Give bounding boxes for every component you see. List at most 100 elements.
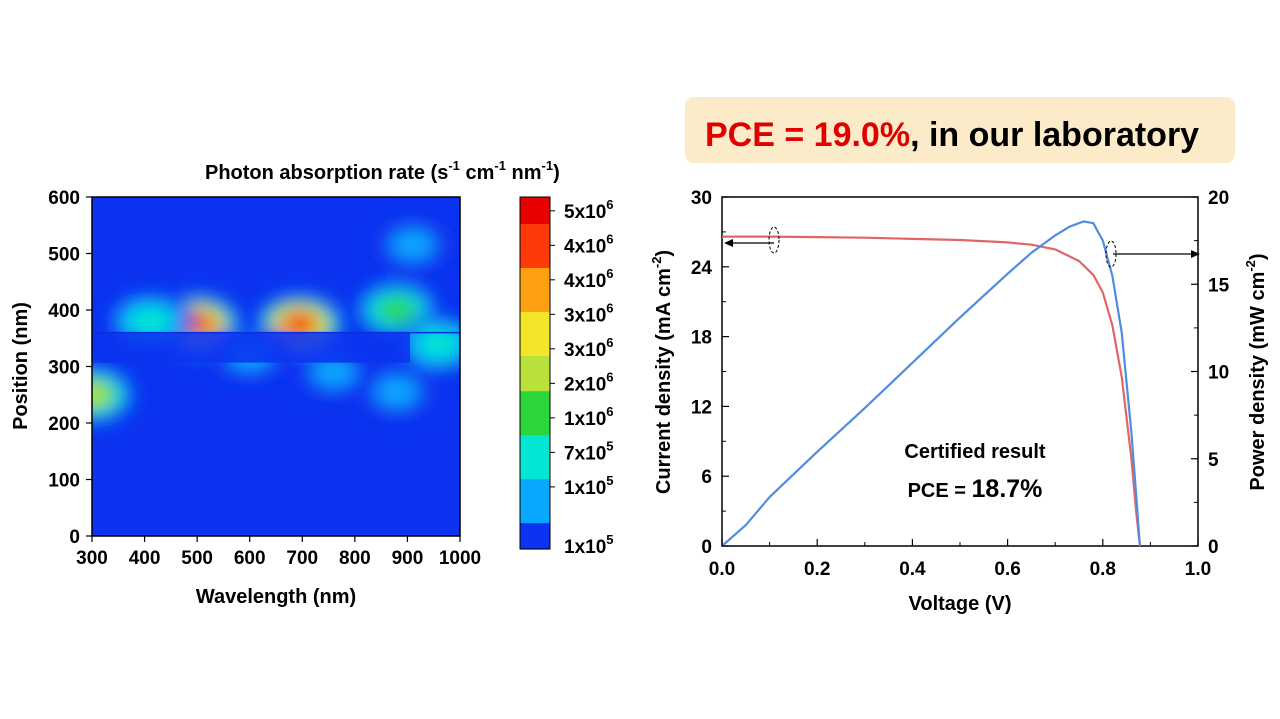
heatmap-x-tick-label-4: 700 (286, 548, 318, 569)
colorbar-segment-12 (520, 434, 550, 444)
heatmap-hotspot-9-ring-2 (311, 357, 357, 388)
jv-x-tick-label-3: 0.6 (994, 559, 1020, 580)
jv-left-tick-label-2: 12 (691, 397, 712, 418)
jv-left-tick-label-5: 30 (691, 188, 712, 209)
colorbar: 5x1064x1064x1063x1063x1062x1061x1067x105… (519, 196, 614, 558)
colorbar-label-mantissa-2: 4x10 (564, 271, 606, 292)
jv-right-y-label: Power density (mW cm-2) (1243, 253, 1269, 490)
colorbar-label-exponent-1: 6 (606, 231, 613, 246)
jv-left-y-label: Current density (mA cm-2) (649, 250, 675, 494)
heatmap-hotspot-6-ring-2 (416, 328, 460, 360)
colorbar-label-exponent-0: 6 (606, 197, 613, 212)
colorbar-label-min-exponent: 5 (606, 532, 613, 547)
colorbar-segment-17 (520, 390, 550, 400)
colorbar-segment-19 (520, 373, 550, 383)
heatmap-y-tick-label-1: 100 (48, 471, 80, 492)
heatmap-title-sup2: -1 (494, 158, 506, 173)
heatmap-hotspot-4-ring-3 (378, 297, 416, 323)
colorbar-label-1: 4x106 (564, 231, 614, 257)
heatmap-chart: 300 400 500 600 700 800 900 1000 0 100 200 300 400 5… (10, 158, 614, 608)
jv-right-tick-label-2: 10 (1208, 363, 1229, 384)
certified-pce-prefix: PCE = (908, 480, 972, 502)
colorbar-label-exponent-8: 5 (606, 473, 613, 488)
current-density-curve (722, 235, 1141, 547)
colorbar-label-3: 3x106 (564, 300, 614, 326)
colorbar-segment-10 (520, 452, 550, 462)
heatmap-title-nm: nm (506, 162, 542, 184)
colorbar-label-mantissa-1: 4x10 (564, 236, 606, 257)
colorbar-segment-6 (520, 487, 550, 497)
colorbar-segment-31 (520, 267, 550, 277)
heatmap-interface-shadow (92, 332, 410, 363)
colorbar-segment-39 (520, 197, 550, 207)
colorbar-segment-15 (520, 408, 550, 418)
colorbar-label-mantissa-4: 3x10 (564, 340, 606, 361)
heatmap-title-sup3: -1 (542, 158, 554, 173)
heatmap-x-tick-label-0: 300 (76, 548, 108, 569)
colorbar-label-6: 1x106 (564, 404, 614, 430)
jv-left-tick-label-1: 6 (701, 467, 712, 488)
colorbar-segment-18 (520, 381, 550, 392)
heatmap-x-tick-label-7: 1000 (439, 548, 481, 569)
colorbar-label-exponent-3: 6 (606, 300, 613, 315)
colorbar-segment-36 (520, 223, 550, 233)
colorbar-label-0: 5x106 (564, 197, 614, 223)
jv-x-tick-label-1: 0.2 (804, 559, 830, 580)
colorbar-segment-35 (520, 232, 550, 242)
colorbar-segment-13 (520, 425, 550, 436)
banner-text: PCE = 19.0%, in our laboratory (705, 116, 1199, 154)
jv-x-tick-label-0: 0.0 (709, 559, 735, 580)
colorbar-segment-29 (520, 285, 550, 295)
heatmap-y-label: Position (nm) (10, 302, 32, 430)
banner-pce-highlight: PCE = 19.0% (705, 116, 910, 154)
heatmap-hotspot-2-ring-8 (287, 316, 312, 333)
jv-left-y-label-sup: -2 (649, 257, 664, 269)
jv-chart: 0.0 0.2 0.4 0.6 0.8 1.0 0 6 12 18 24 30 0 5 10 15 20 V… (649, 188, 1269, 615)
colorbar-segment-24 (520, 329, 550, 339)
colorbar-label-2: 4x106 (564, 266, 614, 292)
heatmap-x-tick-label-5: 800 (339, 548, 371, 569)
colorbar-segment-33 (520, 249, 550, 260)
colorbar-segment-0 (520, 540, 550, 550)
certified-pce-value: 18.7% (972, 475, 1043, 503)
colorbar-label-mantissa-3: 3x10 (564, 305, 606, 326)
colorbar-label-5: 2x106 (564, 369, 614, 395)
heatmap-y-tick-label-0: 0 (69, 527, 80, 548)
heatmap-x-tick-label-2: 500 (181, 548, 213, 569)
banner-box (685, 97, 1235, 163)
heatmap-title-main: Photon absorption rate ( (205, 162, 438, 184)
colorbar-segment-28 (520, 293, 550, 304)
jv-left-tick-label-4: 24 (691, 258, 713, 279)
colorbar-segment-20 (520, 364, 550, 374)
colorbar-segment-37 (520, 214, 550, 224)
colorbar-segment-11 (520, 443, 550, 453)
current-curve-marker-ellipse (768, 226, 780, 254)
colorbar-segment-1 (520, 531, 550, 541)
colorbar-label-mantissa-8: 1x10 (564, 478, 606, 499)
jv-right-y-label-text: Power density (mW cm (1247, 272, 1269, 491)
colorbar-segment-7 (520, 478, 550, 488)
colorbar-segment-22 (520, 346, 550, 356)
colorbar-segment-34 (520, 241, 550, 251)
colorbar-segment-27 (520, 302, 550, 312)
colorbar-segment-8 (520, 469, 550, 480)
colorbar-label-exponent-6: 6 (606, 404, 613, 419)
jv-left-y-label-close: ) (653, 250, 675, 257)
right-axis-indicator (1105, 240, 1200, 268)
colorbar-segment-3 (520, 513, 550, 524)
colorbar-label-7: 7x105 (564, 438, 614, 464)
heatmap-y-tick-label-4: 400 (48, 301, 80, 322)
heatmap-title-cm: cm (460, 162, 494, 184)
colorbar-segment-16 (520, 399, 550, 409)
jv-left-y-label-text: Current density (mA cm (653, 268, 675, 494)
jv-right-tick-label-1: 5 (1208, 450, 1219, 471)
jv-right-tick-label-3: 15 (1208, 275, 1230, 296)
colorbar-segment-23 (520, 337, 550, 348)
colorbar-label-8: 1x105 (564, 473, 614, 499)
heatmap-hotspot-3-ring-2 (127, 306, 173, 337)
left-arrow-head (724, 239, 733, 247)
banner-rest: , in our laboratory (910, 116, 1199, 154)
colorbar-label-exponent-7: 5 (606, 438, 613, 453)
jv-right-y-label-sup: -2 (1243, 260, 1258, 272)
heatmap-title-sup1: -1 (448, 158, 460, 173)
